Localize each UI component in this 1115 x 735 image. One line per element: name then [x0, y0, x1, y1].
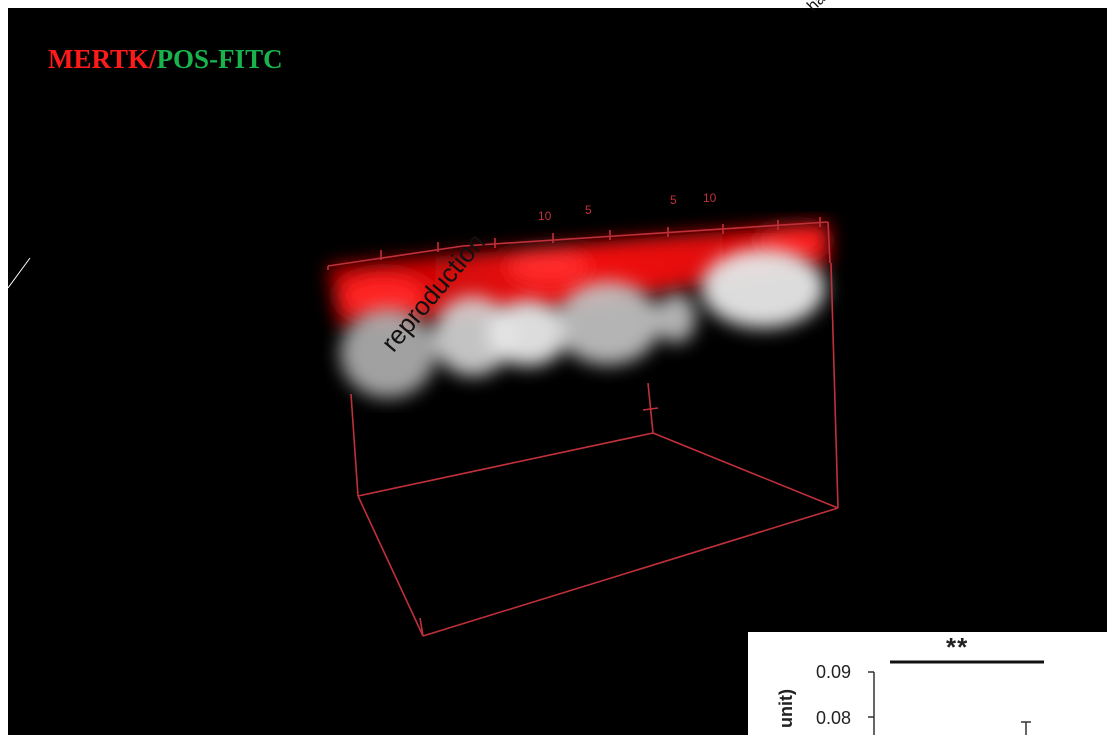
inset-axes — [868, 660, 1044, 735]
ruler-label: 10 — [538, 209, 552, 223]
bounding-box — [327, 217, 839, 637]
micrograph-panel: 10 5 5 10 MERTK/POS-FITC — [8, 8, 1107, 735]
mertk-signal — [328, 222, 830, 326]
ruler-labels: 10 5 5 10 — [538, 191, 717, 223]
ruler-label: 5 — [585, 203, 592, 217]
significance-stars: ** — [946, 632, 969, 662]
pos-fitc-label: POS-FITC — [156, 44, 283, 74]
y-tick-label: 0.08 — [816, 708, 852, 728]
y-tick-label: 0.09 — [816, 662, 852, 682]
bar-chart-inset: ** 0.09 0.08 unit) — [748, 632, 1115, 735]
nuclei-signal — [340, 248, 825, 398]
y-axis-label: unit) — [776, 689, 796, 728]
annotation-mark — [8, 257, 31, 289]
ruler-label: 5 — [670, 193, 677, 207]
ruler-label: 10 — [703, 191, 717, 205]
3d-render: 10 5 5 10 — [8, 191, 839, 637]
channel-legend: MERTK/POS-FITC — [48, 44, 283, 75]
mertk-label: MERTK/ — [48, 44, 157, 74]
